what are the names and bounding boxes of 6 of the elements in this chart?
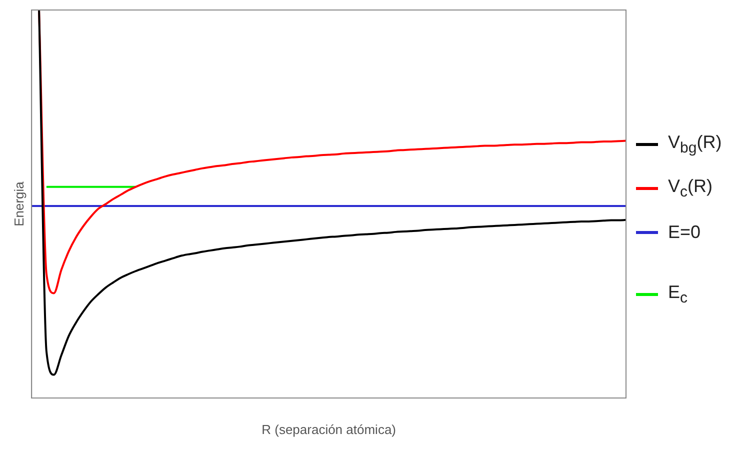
legend-label: E=0: [668, 222, 701, 242]
legend-label: E$_{c}$: [668, 282, 688, 306]
y-axis-title: Energia: [11, 180, 26, 226]
x-axis-title: R (separación atómica): [262, 422, 396, 437]
legend-label: V$_{bg}$(R): [668, 132, 722, 156]
legend-label: V$_{c}$(R): [668, 176, 713, 200]
